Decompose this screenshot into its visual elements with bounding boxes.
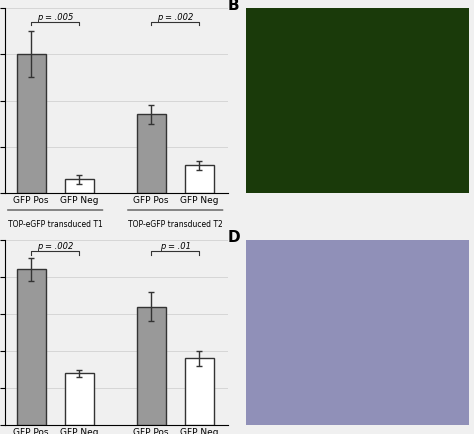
Text: TOP-eGFP transduced T2: TOP-eGFP transduced T2 (128, 220, 223, 229)
Bar (185, 358, 214, 425)
Bar (65, 374, 93, 425)
Bar (65, 180, 93, 194)
Text: p = .002: p = .002 (157, 13, 193, 22)
Text: D: D (228, 229, 241, 244)
Bar (137, 115, 165, 194)
Bar (137, 307, 165, 425)
Bar (185, 166, 214, 194)
Text: p = .005: p = .005 (37, 13, 73, 22)
Text: p = .002: p = .002 (37, 242, 73, 251)
Text: p = .01: p = .01 (160, 242, 191, 251)
Bar (17, 270, 46, 425)
Text: TOP-eGFP transduced T1: TOP-eGFP transduced T1 (8, 220, 102, 229)
Text: B: B (228, 0, 240, 13)
Bar (17, 55, 46, 194)
